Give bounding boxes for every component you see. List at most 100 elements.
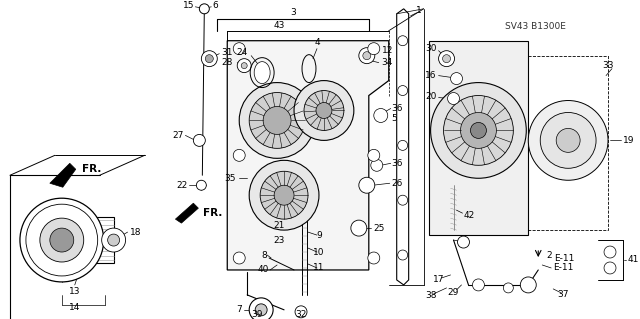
Circle shape [438,51,454,67]
Circle shape [351,220,367,236]
Polygon shape [50,163,76,187]
Circle shape [193,134,205,146]
Text: 3: 3 [290,8,296,17]
Circle shape [199,4,209,14]
Text: SV43 B1300E: SV43 B1300E [506,22,566,31]
Text: 26: 26 [392,179,403,188]
Text: 22: 22 [176,181,188,190]
Circle shape [520,277,536,293]
Text: 18: 18 [129,227,141,237]
Circle shape [304,91,344,130]
Text: 41: 41 [628,256,639,264]
Circle shape [359,177,375,193]
Circle shape [102,228,125,252]
Text: 30: 30 [425,44,436,53]
Circle shape [374,108,388,122]
Circle shape [249,160,319,230]
Text: 2: 2 [546,250,552,260]
Text: E-11: E-11 [553,263,573,272]
Circle shape [451,73,463,85]
Circle shape [108,234,120,246]
Circle shape [368,252,380,264]
Circle shape [431,83,526,178]
Circle shape [239,83,315,158]
Text: 12: 12 [381,46,393,55]
Circle shape [528,100,608,180]
Text: 35: 35 [225,174,236,183]
Text: 43: 43 [273,21,285,30]
Text: 17: 17 [433,275,444,285]
Text: 25: 25 [374,224,385,233]
Circle shape [359,48,375,63]
Text: 24: 24 [236,48,247,57]
Text: 4: 4 [314,38,320,47]
Text: E-11: E-11 [554,254,575,263]
Text: 33: 33 [602,61,614,70]
Polygon shape [227,41,388,270]
Text: 21: 21 [274,221,285,230]
Text: 20: 20 [425,92,436,101]
Circle shape [472,279,484,291]
Circle shape [504,283,513,293]
Text: 42: 42 [463,211,475,220]
Text: 39: 39 [252,310,263,319]
Text: 8: 8 [261,250,267,260]
Text: 6: 6 [212,1,218,10]
Text: 5: 5 [392,114,397,123]
Circle shape [20,198,104,282]
Circle shape [470,122,486,138]
Text: 37: 37 [557,290,569,300]
Text: 10: 10 [313,248,324,256]
Circle shape [233,252,245,264]
Circle shape [237,59,251,73]
Circle shape [26,204,98,276]
Circle shape [241,63,247,69]
Text: FR.: FR. [204,208,223,218]
Circle shape [556,129,580,152]
Circle shape [371,159,383,171]
Circle shape [368,43,380,55]
Circle shape [294,81,354,140]
Text: 19: 19 [623,136,634,145]
Polygon shape [175,203,198,223]
Circle shape [604,246,616,258]
Circle shape [363,52,371,60]
Bar [528,56,608,230]
Circle shape [447,93,460,105]
Circle shape [443,55,451,63]
Circle shape [255,304,267,316]
Text: 11: 11 [313,263,324,272]
Text: 15: 15 [183,1,195,10]
Circle shape [397,85,408,95]
Circle shape [444,95,513,165]
Text: 32: 32 [295,310,307,319]
Circle shape [368,149,380,161]
Text: 36: 36 [392,104,403,113]
Text: 14: 14 [69,303,81,312]
Circle shape [249,298,273,319]
Circle shape [40,218,84,262]
Bar [62,217,114,263]
Text: FR.: FR. [82,164,101,174]
Circle shape [540,113,596,168]
Text: 16: 16 [425,71,436,80]
Text: 13: 13 [69,287,81,296]
Text: 28: 28 [221,58,232,67]
Circle shape [397,250,408,260]
Circle shape [196,180,206,190]
Text: 7: 7 [236,305,242,314]
Circle shape [205,55,213,63]
Bar [429,41,528,235]
Circle shape [233,149,245,161]
Circle shape [249,93,305,148]
Circle shape [458,236,470,248]
Circle shape [295,306,307,318]
Circle shape [233,43,245,55]
Circle shape [260,171,308,219]
Circle shape [397,195,408,205]
Text: 23: 23 [274,235,285,245]
Circle shape [274,185,294,205]
Circle shape [263,107,291,134]
Text: 1: 1 [416,6,422,15]
Circle shape [397,140,408,150]
